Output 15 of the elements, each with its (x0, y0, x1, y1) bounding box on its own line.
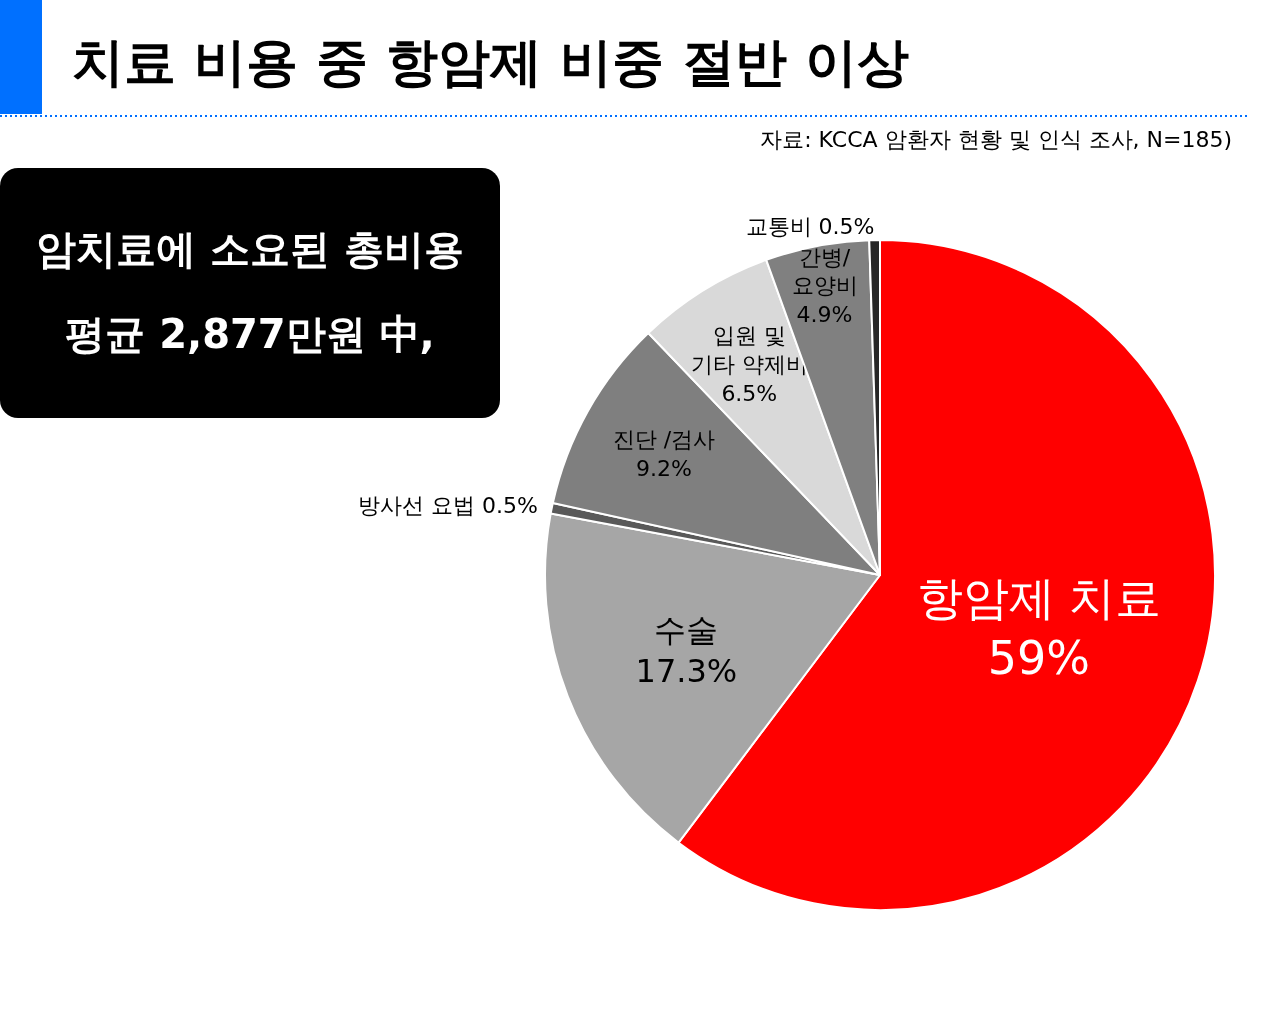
text: 자료: KCCA 암환자 현황 및 인식 조사, N=185) (760, 127, 1232, 152)
data-label: 4.9% (796, 301, 853, 327)
data-label: 6.5% (721, 380, 778, 406)
data-label: 17.3% (635, 652, 738, 691)
slice-label: 진단 /검사 (612, 426, 716, 452)
text: 평균 2,877만원 中, (65, 311, 435, 357)
slice-label: 방사선 요법 0.5% (358, 493, 538, 519)
text: 암치료에 소요된 총비용 (36, 226, 464, 272)
slice-label: 교통비 0.5% (745, 213, 875, 239)
data-label: 59% (987, 631, 1090, 686)
chart-title: 치료 비용 중 항암제 비중 절반 이상 (72, 32, 909, 92)
slice-label: 항암제 치료 (916, 571, 1162, 626)
slice-label: 간병/ 요양비 (791, 244, 858, 299)
slice-label: 수술 (654, 610, 719, 649)
data-label: 9.2% (635, 455, 692, 481)
